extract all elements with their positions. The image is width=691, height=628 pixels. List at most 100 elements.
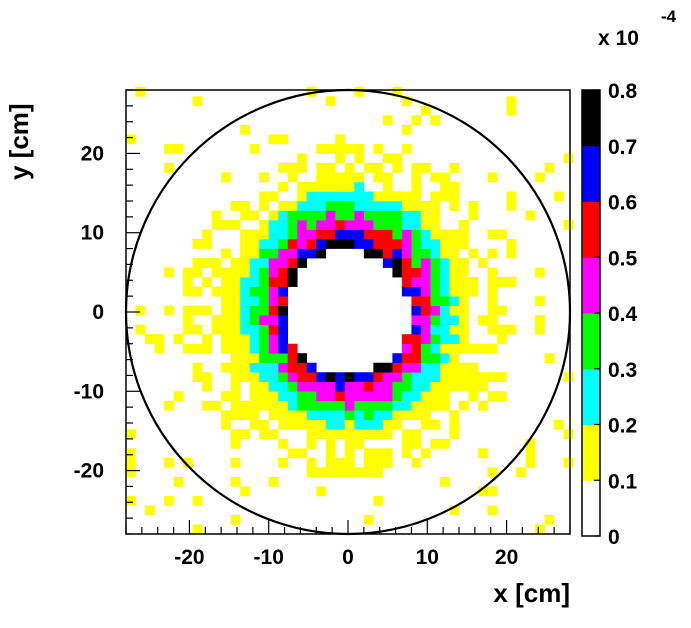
heatmap-cell bbox=[306, 467, 317, 478]
heatmap-cell bbox=[154, 334, 165, 345]
heatmap-cell bbox=[259, 391, 270, 402]
heatmap-cell bbox=[439, 305, 450, 316]
heatmap-cell bbox=[306, 381, 317, 392]
heatmap-cell bbox=[335, 201, 346, 211]
heatmap-cell bbox=[192, 495, 203, 506]
colorbar-band bbox=[582, 201, 600, 258]
heatmap-cell bbox=[268, 258, 279, 268]
heatmap-cell bbox=[439, 391, 450, 402]
heatmap-cell bbox=[287, 343, 298, 354]
heatmap-cell bbox=[126, 457, 136, 468]
heatmap-cell bbox=[154, 343, 165, 354]
heatmap-cell bbox=[487, 305, 498, 316]
heatmap-cell bbox=[478, 486, 488, 497]
heatmap-cell bbox=[268, 343, 279, 354]
heatmap-cell bbox=[287, 381, 298, 392]
heatmap-cell bbox=[411, 372, 422, 383]
heatmap-cell bbox=[249, 239, 260, 249]
heatmap-cell bbox=[259, 277, 270, 287]
heatmap-cell bbox=[335, 391, 346, 402]
heatmap-cell bbox=[268, 372, 279, 383]
heatmap-cell bbox=[363, 457, 374, 468]
heatmap-cell bbox=[259, 334, 270, 345]
heatmap-cell bbox=[487, 372, 498, 383]
heatmap-cell bbox=[373, 191, 384, 202]
heatmap-cell bbox=[411, 353, 422, 364]
heatmap-cell bbox=[259, 372, 270, 383]
heatmap-cell bbox=[354, 220, 365, 230]
heatmap-cell bbox=[306, 391, 317, 402]
heatmap-cell bbox=[325, 162, 336, 173]
heatmap-cell bbox=[268, 277, 279, 287]
heatmap-cell bbox=[363, 162, 374, 173]
heatmap-cell bbox=[306, 191, 317, 202]
heatmap-cell bbox=[363, 410, 374, 421]
colorbar-band bbox=[582, 424, 600, 481]
heatmap-cell bbox=[230, 476, 241, 487]
heatmap-cell bbox=[297, 400, 308, 411]
heatmap-cell bbox=[211, 324, 222, 335]
heatmap-cell bbox=[449, 239, 460, 249]
heatmap-cell bbox=[268, 229, 279, 240]
heatmap-cell bbox=[430, 334, 441, 345]
heatmap-cell bbox=[230, 267, 241, 278]
heatmap-cell bbox=[287, 267, 298, 278]
heatmap-cell bbox=[306, 181, 317, 192]
heatmap-cell bbox=[325, 381, 336, 392]
heatmap-cell bbox=[259, 286, 270, 297]
heatmap-cells bbox=[126, 86, 574, 535]
heatmap-cell bbox=[449, 429, 460, 440]
heatmap-cell bbox=[249, 381, 260, 392]
heatmap-cell bbox=[297, 239, 308, 249]
heatmap-cell bbox=[335, 181, 346, 192]
heatmap-cell bbox=[411, 324, 422, 335]
heatmap-cell bbox=[535, 324, 545, 335]
heatmap-cell bbox=[316, 410, 327, 421]
heatmap-cell bbox=[487, 248, 498, 259]
heatmap-cell bbox=[164, 143, 174, 154]
heatmap-cell bbox=[183, 324, 193, 335]
heatmap-cell bbox=[401, 96, 412, 107]
heatmap-cell bbox=[278, 372, 289, 383]
heatmap-cell bbox=[430, 391, 441, 402]
heatmap-cell bbox=[249, 362, 260, 373]
heatmap-cell bbox=[354, 239, 365, 249]
heatmap-cell bbox=[401, 381, 412, 392]
heatmap-cell bbox=[192, 324, 203, 335]
heatmap-cell bbox=[192, 258, 203, 268]
heatmap-cell bbox=[439, 239, 450, 249]
heatmap-cell bbox=[278, 229, 289, 240]
heatmap-cell bbox=[126, 495, 136, 506]
heatmap-cell bbox=[240, 324, 250, 335]
heatmap-cell bbox=[420, 296, 431, 306]
heatmap-cell bbox=[249, 143, 260, 154]
heatmap-cell bbox=[344, 229, 355, 240]
heatmap-cell bbox=[287, 210, 298, 221]
heatmap-cell bbox=[325, 172, 336, 183]
heatmap-cell bbox=[202, 258, 212, 268]
heatmap-cell bbox=[230, 324, 241, 335]
heatmap-cell bbox=[249, 305, 260, 316]
heatmap-cell bbox=[392, 419, 403, 430]
heatmap-cell bbox=[449, 201, 460, 211]
heatmap-cell bbox=[306, 438, 317, 449]
heatmap-cell bbox=[268, 286, 279, 297]
heatmap-cell bbox=[202, 381, 212, 392]
heatmap-cell bbox=[145, 334, 155, 345]
heatmap-cell bbox=[411, 296, 422, 306]
heatmap-cell bbox=[487, 267, 498, 278]
heatmap-cell bbox=[344, 438, 355, 449]
heatmap-cell bbox=[297, 153, 308, 164]
heatmap-cell bbox=[392, 248, 403, 259]
heatmap-cell bbox=[459, 381, 469, 392]
heatmap-cell bbox=[411, 334, 422, 345]
heatmap-cell bbox=[278, 258, 289, 268]
heatmap-cell bbox=[287, 391, 298, 402]
heatmap-cell bbox=[449, 258, 460, 268]
heatmap-cell bbox=[306, 457, 317, 468]
colorbar-tick-label: 0.7 bbox=[608, 136, 637, 159]
heatmap-cell bbox=[259, 305, 270, 316]
heatmap-cell bbox=[344, 239, 355, 249]
heatmap-cell bbox=[135, 305, 146, 316]
heatmap-cell bbox=[268, 210, 279, 221]
